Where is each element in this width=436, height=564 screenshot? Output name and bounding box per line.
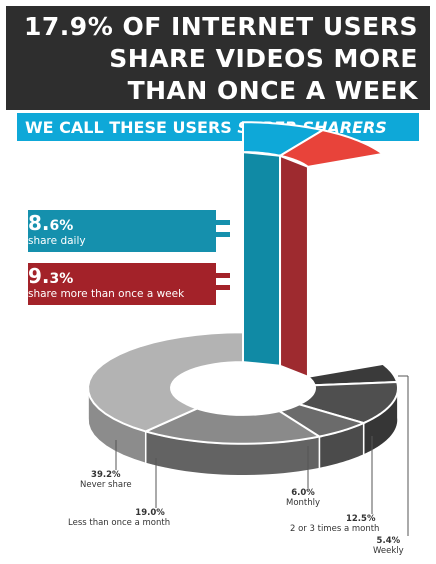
callout-daily-desc: share daily (28, 235, 86, 247)
label-2-or-3-monthly-text: 2 or 3 times a month (290, 524, 380, 535)
column-wall-share-more-than-once-a-week (279, 154, 309, 379)
callout-daily-box (28, 210, 216, 252)
callout-daily-tick-2 (216, 232, 230, 237)
callout-weekly-tick-2 (216, 285, 230, 290)
column-cap-share-more-than-once-a-week (277, 129, 386, 168)
label-never-share: 39.2% Never share (80, 470, 132, 490)
label-monthly: 6.0% Monthly (286, 488, 320, 508)
label-monthly-pct: 6.0% (291, 488, 315, 498)
label-less-than-monthly-text: Less than once a month (68, 518, 171, 529)
label-2-or-3-monthly-pct: 12.5% (345, 514, 376, 524)
ring-hole (175, 368, 311, 416)
label-never-share-text: Never share (80, 480, 132, 491)
exploded-segments (242, 121, 386, 379)
label-weekly: 5.4% Weekly (373, 536, 404, 556)
callout-daily-pct-main: 8. (28, 211, 50, 235)
callout-weekly-desc: share more than once a week (28, 288, 185, 300)
callout-daily-pct-rest: 6% (49, 218, 74, 234)
headline-line-3: THAN ONCE A WEEK (127, 76, 418, 105)
label-less-than-monthly: 19.0% Less than once a month (68, 508, 170, 528)
label-monthly-text: Monthly (286, 498, 321, 509)
label-weekly-text: Weekly (373, 546, 404, 557)
label-never-share-pct: 39.2% (91, 470, 121, 480)
headline-banner: 17.9% OF INTERNET USERS SHARE VIDEOS MOR… (6, 6, 430, 110)
column-wall-share-daily (242, 150, 282, 367)
subheader-prefix: WE CALL THESE USERS (25, 118, 232, 137)
label-2-or-3-monthly: 12.5% 2 or 3 times a month (290, 514, 379, 534)
label-less-than-monthly-pct: 19.0% (135, 508, 165, 518)
subheader-banner: WE CALL THESE USERS SUPER SHARERS (17, 113, 419, 141)
leader-lines (115, 375, 409, 536)
callout-weekly-box (28, 263, 216, 305)
callout-daily-pct: 8.6% (28, 211, 73, 235)
callout-shapes (28, 210, 230, 305)
callout-weekly-pct: 9.3% (28, 264, 73, 288)
headline-line-1: 17.9% OF INTERNET USERS (24, 12, 418, 41)
callout-weekly-tick-1 (216, 273, 230, 278)
headline-line-2: SHARE VIDEOS MORE (109, 44, 418, 73)
callout-daily-tick-1 (216, 220, 230, 225)
label-weekly-pct: 5.4% (376, 536, 401, 546)
callout-weekly-pct-main: 9. (28, 264, 50, 288)
ring-segments (87, 331, 399, 477)
callout-weekly-pct-rest: 3% (49, 271, 74, 287)
